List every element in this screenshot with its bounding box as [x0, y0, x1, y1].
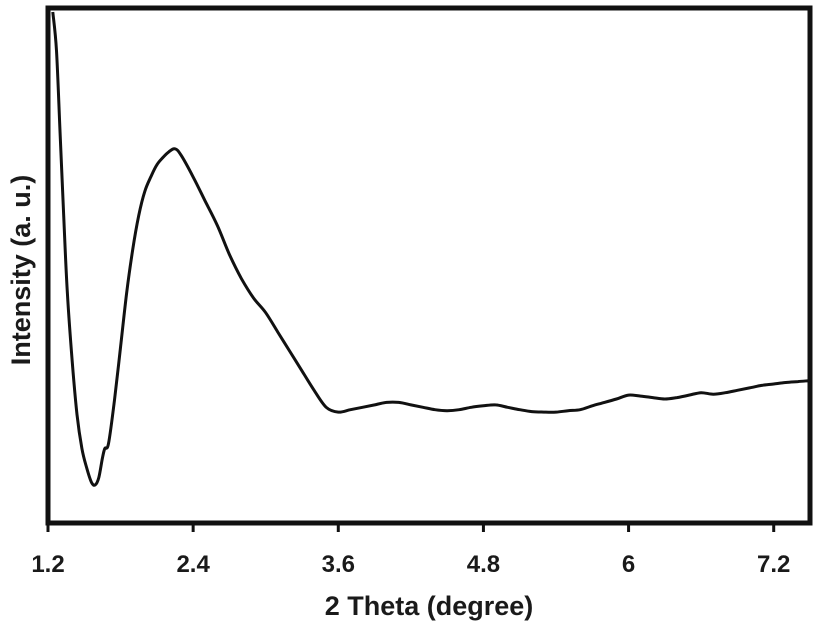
- x-tick-label-2: 3.6: [322, 551, 355, 578]
- x-axis-label: 2 Theta (degree): [325, 591, 534, 621]
- x-tick-label-0: 1.2: [31, 551, 64, 578]
- plot-frame: [45, 5, 813, 526]
- x-tick-label-5: 7.2: [757, 551, 790, 578]
- x-tick-label-3: 4.8: [467, 551, 500, 578]
- x-tick-label-1: 2.4: [176, 551, 210, 578]
- y-axis-label: Intensity (a. u.): [6, 175, 36, 366]
- x-axis-ticks: 1.2 2.4 3.6 4.8 6 7.2: [31, 523, 790, 578]
- plot-area: [45, 5, 813, 526]
- x-tick-label-4: 6: [622, 551, 635, 578]
- series-line-0: [51, 11, 811, 487]
